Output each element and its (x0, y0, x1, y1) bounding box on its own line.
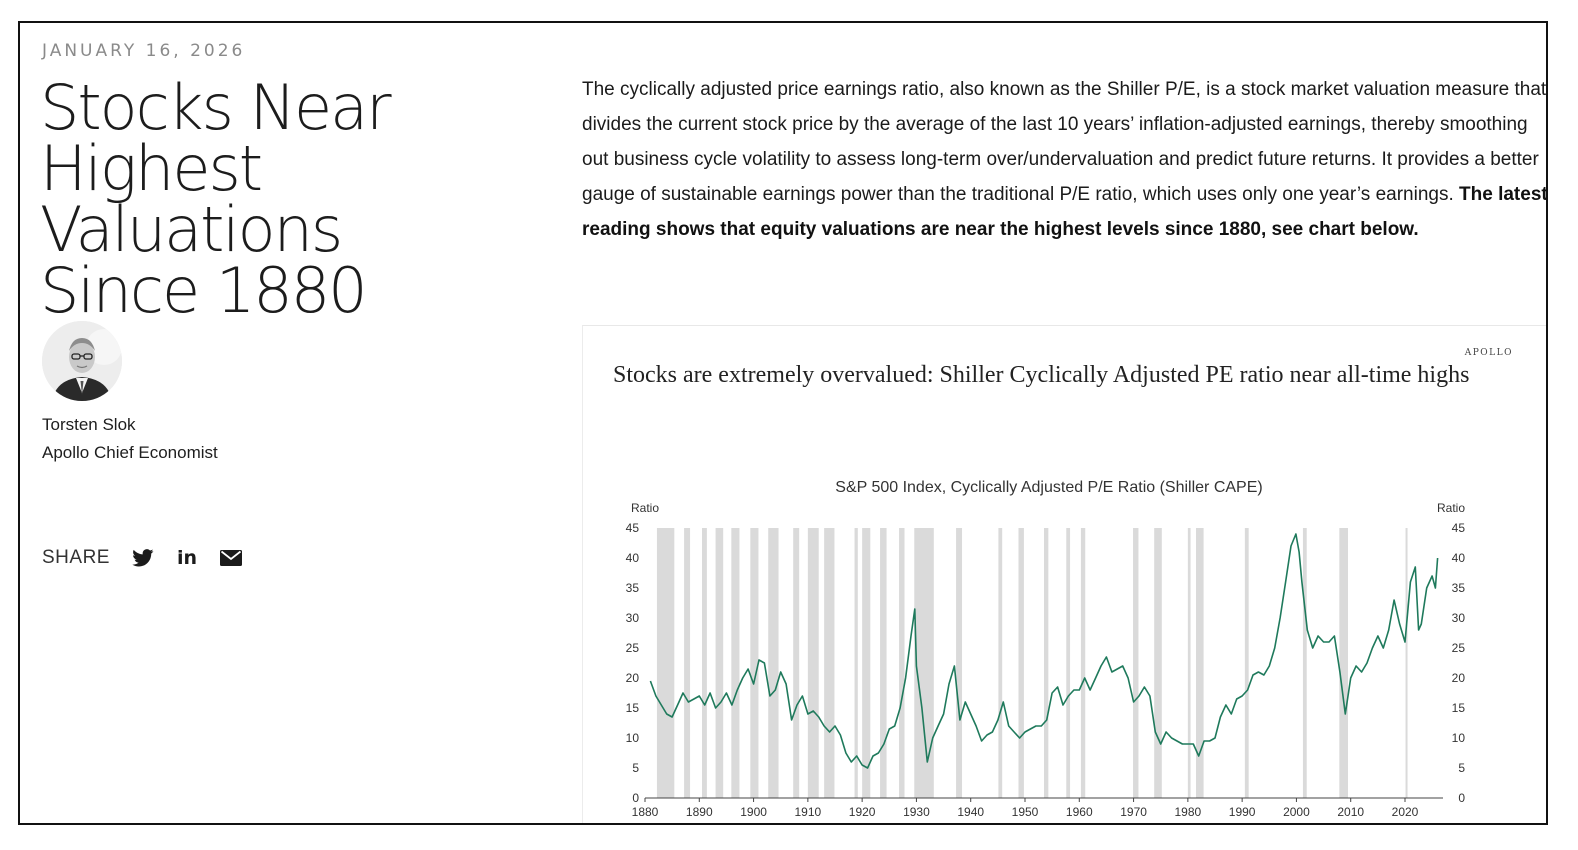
y-tick-label-left: 25 (626, 641, 640, 655)
x-tick-label: 1930 (903, 805, 930, 819)
email-icon[interactable] (218, 547, 244, 569)
y-tick-label-left: 30 (626, 611, 640, 625)
x-tick-label: 2010 (1337, 805, 1364, 819)
recession-band (1133, 528, 1139, 798)
recession-band (1196, 528, 1204, 798)
apollo-logo: APOLLO (1464, 348, 1513, 358)
recession-band (715, 528, 724, 798)
article-title: Stocks Near Highest Valuations Since 188… (40, 71, 560, 327)
y-tick-label-right: 40 (1452, 551, 1466, 565)
x-tick-label: 1990 (1229, 805, 1256, 819)
x-tick-label: 2020 (1392, 805, 1419, 819)
recession-band (998, 528, 1003, 798)
recession-band (684, 528, 691, 798)
chart-headline: Stocks are extremely overvalued: Shiller… (613, 362, 1470, 388)
recession-band (956, 528, 963, 798)
y-tick-label-left: 20 (626, 671, 640, 685)
cape-chart: S&P 500 Index, Cyclically Adjusted P/E R… (626, 479, 1466, 819)
linkedin-glyph: in (176, 547, 197, 569)
y-tick-label-right: 5 (1458, 761, 1465, 775)
recession-band (750, 528, 759, 798)
title-line: Since 1880 (40, 254, 368, 327)
recession-band (1244, 528, 1249, 798)
recession-band (854, 528, 858, 798)
x-tick-label: 1980 (1175, 805, 1202, 819)
y-tick-label-right: 15 (1452, 701, 1466, 715)
x-tick-label: 1940 (957, 805, 984, 819)
y-tick-label-right: 25 (1452, 641, 1466, 655)
x-tick-label: 1890 (686, 805, 713, 819)
chart-title: S&P 500 Index, Cyclically Adjusted P/E R… (835, 479, 1262, 496)
x-tick-label: 1910 (795, 805, 822, 819)
recession-band (899, 528, 905, 798)
x-tick-label: 2000 (1283, 805, 1310, 819)
author-role: Apollo Chief Economist (42, 443, 218, 462)
article-body: The cyclically adjusted price earnings r… (582, 72, 1548, 247)
recession-band (1187, 528, 1191, 798)
recession-band (862, 528, 871, 798)
recession-band (1405, 528, 1408, 798)
chart-card: APOLLO Stocks are extremely overvalued: … (582, 325, 1546, 823)
title-line: Stocks Near (40, 71, 392, 144)
recession-band (824, 528, 835, 798)
recession-band (793, 528, 800, 798)
y-tick-label-left: 40 (626, 551, 640, 565)
share-label: SHARE (42, 547, 110, 568)
x-tick-label: 1900 (740, 805, 767, 819)
y-tick-label-right: 0 (1458, 791, 1465, 805)
title-line: Highest Valuations (40, 132, 343, 266)
recession-band (1339, 528, 1348, 798)
y-tick-label-right: 20 (1452, 671, 1466, 685)
y-tick-label-right: 10 (1452, 731, 1466, 745)
recession-band (1044, 528, 1049, 798)
x-tick-label: 1970 (1120, 805, 1147, 819)
x-tick-label: 1960 (1066, 805, 1093, 819)
twitter-icon[interactable] (130, 547, 156, 569)
y-axis-label-right: Ratio (1437, 501, 1465, 515)
recession-band (1066, 528, 1071, 798)
y-axis-label-left: Ratio (631, 501, 659, 515)
recession-band (1080, 528, 1086, 798)
y-tick-label-left: 0 (632, 791, 639, 805)
y-tick-label-right: 30 (1452, 611, 1466, 625)
recession-band (880, 528, 887, 798)
share-bar: SHARE in (42, 547, 262, 569)
recession-band (731, 528, 740, 798)
recession-band (768, 528, 779, 798)
recession-band (807, 528, 819, 798)
recession-band (702, 528, 707, 798)
recession-band (1018, 528, 1024, 798)
linkedin-icon[interactable]: in (174, 547, 200, 569)
cape-series-line (649, 533, 1439, 769)
body-highlight: The latest reading shows that equity val… (582, 184, 1548, 240)
x-tick-label: 1880 (632, 805, 659, 819)
body-paragraph: The cyclically adjusted price earnings r… (582, 79, 1547, 205)
y-tick-label-left: 35 (626, 581, 640, 595)
y-tick-label-left: 15 (626, 701, 640, 715)
y-tick-label-left: 45 (626, 521, 640, 535)
y-tick-label-right: 35 (1452, 581, 1466, 595)
recession-band (1302, 528, 1307, 798)
x-tick-label: 1950 (1012, 805, 1039, 819)
article-date: JANUARY 16, 2026 (42, 41, 246, 61)
recession-band (1154, 528, 1162, 798)
y-tick-label-right: 45 (1452, 521, 1466, 535)
recession-band (914, 528, 934, 798)
x-tick-label: 1920 (849, 805, 876, 819)
author-name[interactable]: Torsten Slok (42, 415, 136, 434)
y-tick-label-left: 10 (626, 731, 640, 745)
article-frame: JANUARY 16, 2026 Stocks Near Highest Val… (18, 21, 1548, 825)
author-avatar[interactable] (42, 321, 122, 401)
y-tick-label-left: 5 (632, 761, 639, 775)
recession-band (656, 528, 675, 798)
